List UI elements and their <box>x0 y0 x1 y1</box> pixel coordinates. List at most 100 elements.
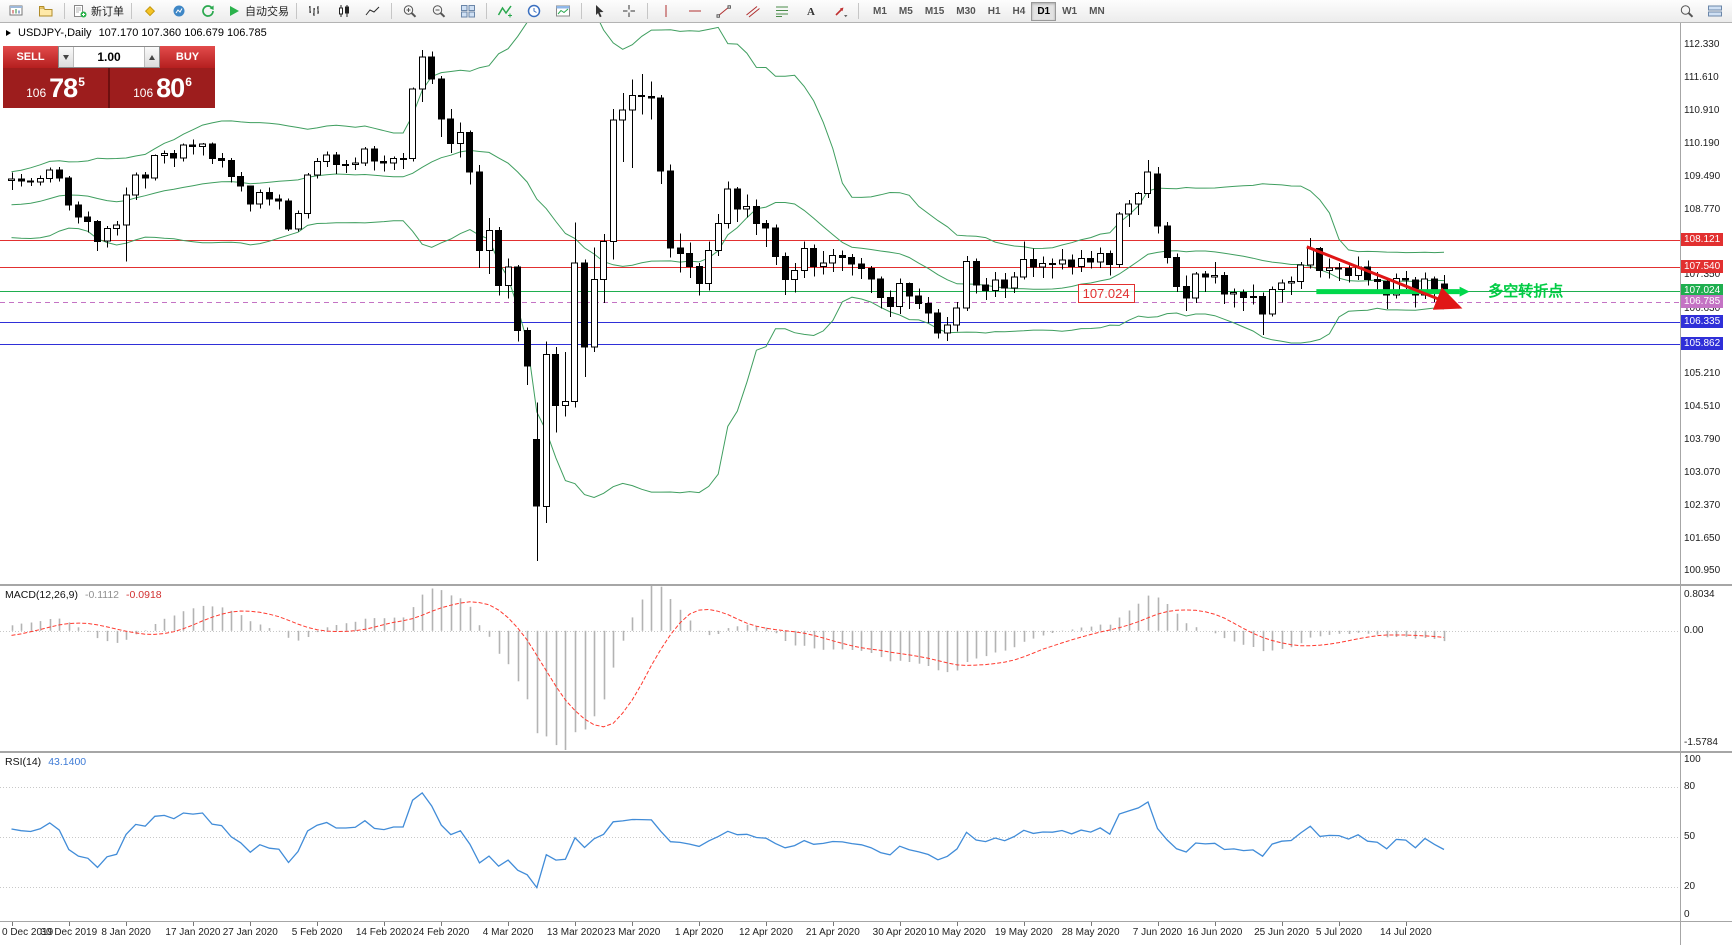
buy-price-prefix: 106 <box>133 85 154 100</box>
autotrading-icon <box>226 4 242 18</box>
refresh-icon <box>200 4 216 18</box>
trendline-button[interactable] <box>710 0 738 22</box>
bollinger-bands <box>11 0 1445 499</box>
profiles-icon <box>38 4 54 18</box>
profiles-button[interactable] <box>32 0 60 22</box>
buy-price-button[interactable]: 106 80 6 <box>110 68 215 108</box>
one-click-trading-panel: SELL 1.00 BUY 106 78 5 106 80 6 <box>3 46 215 108</box>
text-icon: A <box>803 4 819 18</box>
templates-button[interactable] <box>549 0 577 22</box>
indicators-button[interactable] <box>491 0 519 22</box>
new-chart-button[interactable] <box>3 0 31 22</box>
fibonacci-button[interactable] <box>768 0 796 22</box>
rsi-value: 43.1400 <box>48 756 87 768</box>
timeframe-w1-button[interactable]: W1 <box>1062 5 1078 17</box>
new-order-icon <box>72 4 88 18</box>
price-callout-label[interactable]: 107.024 <box>1077 283 1135 303</box>
one-click-top-row: SELL 1.00 BUY <box>3 46 215 68</box>
turning-point-label[interactable]: 多空转折点 <box>1488 282 1564 300</box>
crosshair-button[interactable] <box>615 0 643 22</box>
vline-icon <box>658 4 674 18</box>
new-order-button[interactable]: 新订单 <box>69 0 127 22</box>
rsi-label-row: RSI(14) 43.1400 <box>5 756 86 768</box>
buy-price-big: 80 <box>156 72 185 103</box>
timeframe-mn-button[interactable]: MN <box>1089 5 1105 17</box>
channel-icon <box>745 4 761 18</box>
trend-icon <box>716 4 732 18</box>
market-watch-button[interactable] <box>165 0 193 22</box>
bars-icon <box>307 4 323 18</box>
timeframe-m1-button[interactable]: M1 <box>873 5 887 17</box>
macd-indicator-name: MACD(12,26,9) <box>5 589 78 601</box>
cursor-button[interactable] <box>586 0 614 22</box>
quotes-icon <box>171 4 187 18</box>
toolbar-separator <box>296 3 297 19</box>
timeframe-m30-button[interactable]: M30 <box>956 5 976 17</box>
volume-decrease-button[interactable] <box>59 47 74 67</box>
macd-signal-line <box>11 601 1445 728</box>
volume-stepper[interactable]: 1.00 <box>58 46 160 68</box>
vertical-line-button[interactable] <box>652 0 680 22</box>
candles-icon <box>336 4 352 18</box>
bollinger-upper-line <box>11 0 1445 254</box>
sell-button[interactable]: SELL <box>3 46 58 68</box>
refresh-button[interactable] <box>194 0 222 22</box>
bollinger-middle-line <box>11 149 1445 290</box>
zoom-in-button[interactable] <box>396 0 424 22</box>
diamond-icon <box>142 4 158 18</box>
timeframe-d1-button[interactable]: D1 <box>1031 1 1057 21</box>
timeframe-m5-button[interactable]: M5 <box>898 5 913 17</box>
chart-symbol-marker-icon <box>6 30 11 36</box>
horizontal-line-button[interactable] <box>681 0 709 22</box>
arrow-objects-button[interactable] <box>826 0 854 22</box>
tile-windows-button[interactable] <box>454 0 482 22</box>
crosshair-icon <box>621 4 637 18</box>
timeframe-h1-button[interactable]: H1 <box>987 5 1001 17</box>
periods-button[interactable] <box>520 0 548 22</box>
one-click-divider <box>108 68 110 108</box>
volume-increase-button[interactable] <box>144 47 159 67</box>
sell-price-big: 78 <box>49 72 78 103</box>
sell-price-pip: 5 <box>78 74 85 89</box>
autotrading-button[interactable]: 自动交易 <box>223 0 292 22</box>
toolbar-button-label: 自动交易 <box>245 6 289 18</box>
candle-chart-mode-button[interactable] <box>330 0 358 22</box>
hline-icon <box>687 4 703 18</box>
metaeditor-button[interactable] <box>136 0 164 22</box>
volume-value[interactable]: 1.00 <box>97 50 121 64</box>
timeframe-bar: M1 M5 M15 M30 H1 H4 D1 W1 MN <box>867 1 1111 21</box>
toolbar-separator <box>858 3 859 19</box>
time-axis-ticks[interactable] <box>12 922 1407 926</box>
linechart-icon <box>365 4 381 18</box>
toolbar-separator <box>131 3 132 19</box>
candles-layer[interactable] <box>8 49 1448 561</box>
zoom-out-button[interactable] <box>425 0 453 22</box>
line-chart-mode-button[interactable] <box>359 0 387 22</box>
sell-price-button[interactable]: 106 78 5 <box>3 68 108 108</box>
toolbar-button-label: 新订单 <box>91 6 124 18</box>
toolbar-separator <box>647 3 648 19</box>
chart-symbol-period: USDJPY-,Daily <box>18 27 92 39</box>
svg-text:A: A <box>807 6 815 18</box>
down-triangle-icon <box>63 54 69 60</box>
text-label-button[interactable]: A <box>797 0 825 22</box>
downtrend-arrow-line[interactable] <box>1306 245 1463 310</box>
panel-separators <box>0 23 1732 945</box>
timeframe-m15-button[interactable]: M15 <box>924 5 945 17</box>
cursor-icon <box>592 4 608 18</box>
timeframe-h4-button[interactable]: H4 <box>1012 5 1026 17</box>
equidistant-channel-button[interactable] <box>739 0 767 22</box>
zoomout-icon <box>431 4 447 18</box>
rsi-indicator-name: RSI(14) <box>5 756 42 768</box>
buy-button[interactable]: BUY <box>160 46 215 68</box>
search-button[interactable] <box>1673 0 1701 22</box>
toolbar-right-group <box>1673 0 1729 22</box>
panels-icon <box>1707 4 1723 18</box>
arrowsym-icon <box>832 4 848 18</box>
bar-chart-mode-button[interactable] <box>301 0 329 22</box>
template-icon <box>555 4 571 18</box>
rsi-line <box>11 791 1445 890</box>
arrange-windows-button[interactable] <box>1701 0 1729 22</box>
